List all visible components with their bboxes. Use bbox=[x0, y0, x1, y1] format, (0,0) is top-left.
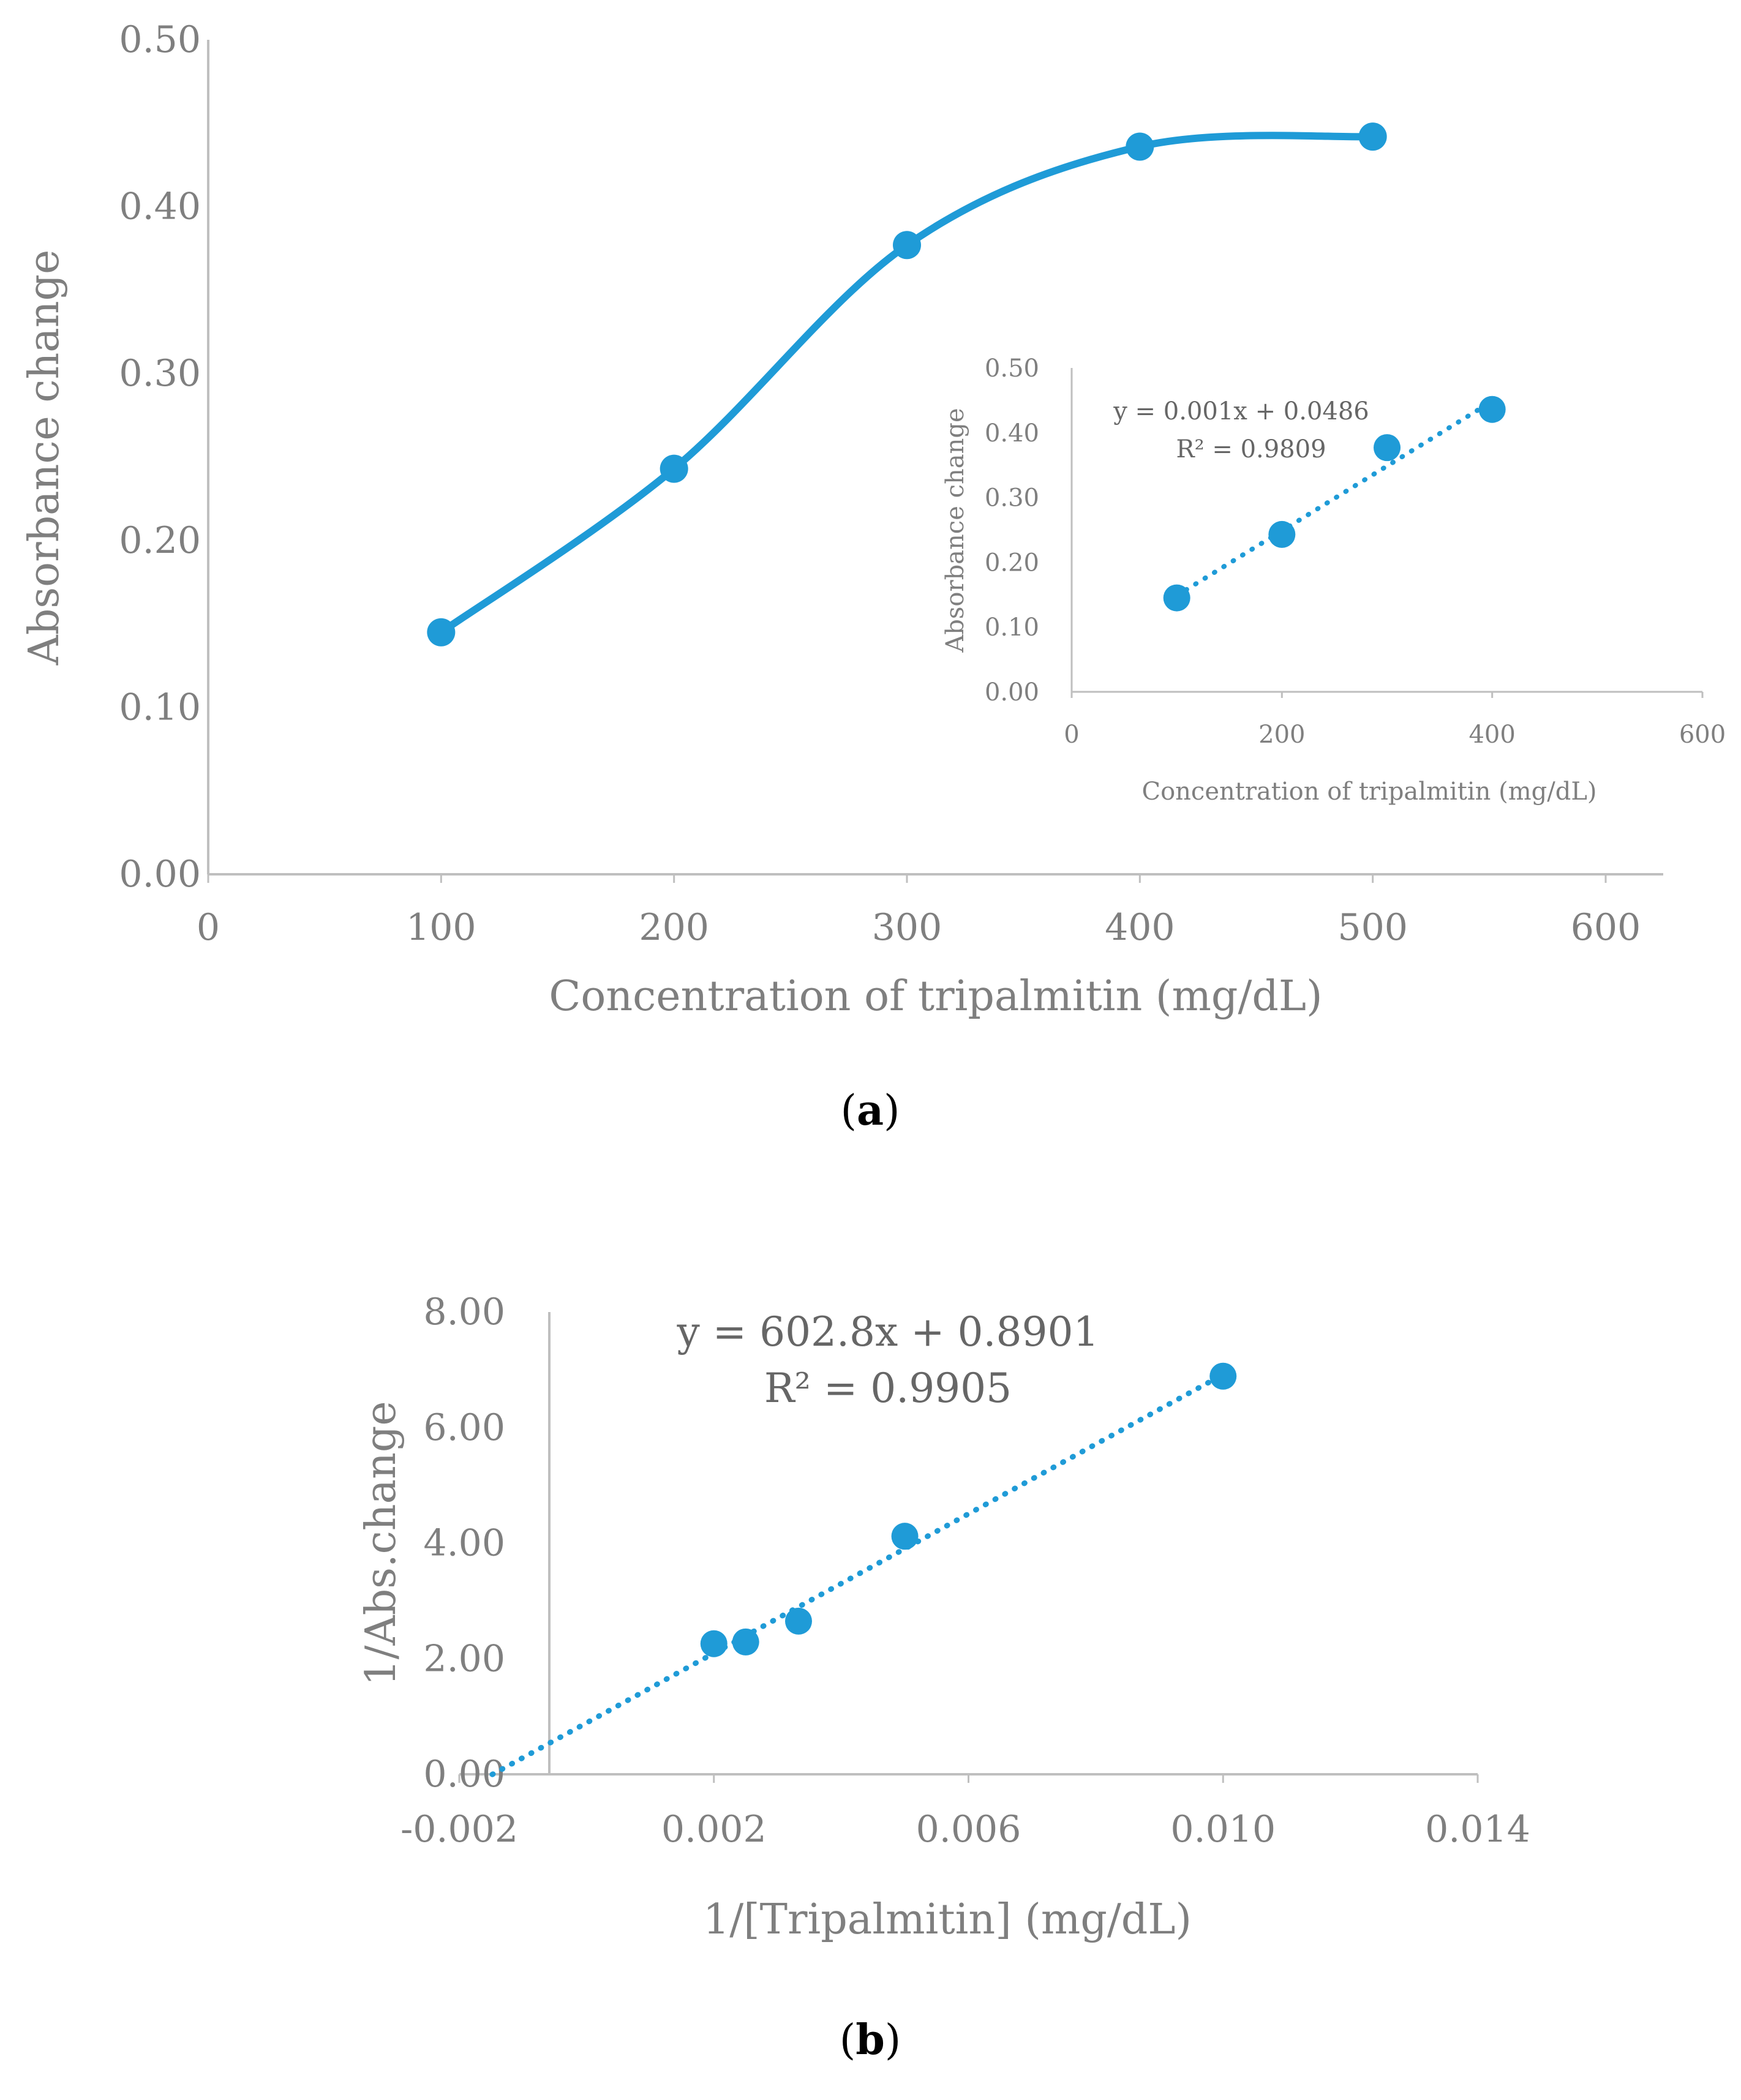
caption-a-close: ) bbox=[884, 1087, 900, 1135]
chart-a-data-point bbox=[1358, 122, 1387, 151]
chart-a-y-axis-title: Absorbance change bbox=[20, 250, 69, 666]
inset-y-axis-title: Absorbance change bbox=[941, 408, 969, 653]
chart-b-r-squared: R² = 0.9905 bbox=[764, 1365, 1012, 1412]
chart-a-y-tick-label: 0.20 bbox=[119, 519, 201, 562]
chart-a-y-tick-label: 0.00 bbox=[119, 853, 201, 896]
chart-b: 0.002.004.006.008.00 -0.002 0.002 0.006 0.0… bbox=[357, 1291, 1530, 1944]
chart-i-y-tick-label: 0.00 bbox=[985, 678, 1039, 707]
inset-y-ticks: 0.00 0.10 0.20 0.30 0.40 0.50 bbox=[985, 354, 1039, 707]
chart-i-x-tick-label: 600 bbox=[1679, 721, 1726, 749]
caption-b: (b) bbox=[840, 2016, 901, 2064]
chart-a-x-ticks: 0 100 200 300 400 500 600 bbox=[197, 874, 1641, 949]
chart-b-x-axis-title: 1/[Tripalmitin] (mg/dL) bbox=[703, 1896, 1192, 1944]
chart-b-trendline-equation: y = 602.8x + 0.8901 bbox=[677, 1308, 1099, 1356]
chart-i-x-tick-label: 200 bbox=[1258, 721, 1305, 749]
chart-a-inset: 0.00 0.10 0.20 0.30 0.40 0.50 0 200 400 600 y = … bbox=[941, 354, 1726, 806]
chart-i-x-tick-label: 400 bbox=[1468, 721, 1515, 749]
caption-a: (a) bbox=[840, 1086, 900, 1135]
chart-i-x-tick-label: 0 bbox=[1064, 721, 1079, 749]
chart-b-y-tick-label: 8.00 bbox=[423, 1291, 505, 1333]
chart-a-y-tick-label: 0.30 bbox=[119, 352, 201, 395]
chart-b-x-tick-label: 0.010 bbox=[1170, 1808, 1276, 1851]
chart-a-data-point bbox=[660, 454, 688, 483]
chart-i-y-tick-label: 0.30 bbox=[985, 484, 1039, 512]
chart-b-x-tick-label: 0.006 bbox=[916, 1808, 1021, 1851]
chart-a-y-tick-label: 0.10 bbox=[119, 686, 201, 729]
inset-trendline-equation: y = 0.001x + 0.0486 bbox=[1113, 397, 1369, 426]
chart-b-y-tick-label: 2.00 bbox=[423, 1637, 505, 1680]
chart-i-data-point bbox=[1374, 434, 1401, 462]
chart-a-x-tick-label: 300 bbox=[872, 906, 942, 949]
chart-a-x-axis-title: Concentration of tripalmitin (mg/dL) bbox=[549, 972, 1322, 1021]
caption-b-close: ) bbox=[885, 2016, 901, 2064]
chart-i-trendline bbox=[1174, 399, 1495, 598]
chart-b-y-ticks: 0.002.004.006.008.00 bbox=[423, 1291, 505, 1796]
chart-b-data-point bbox=[784, 1607, 812, 1635]
chart-b-x-tick-label: 0.002 bbox=[661, 1808, 767, 1851]
inset-r-squared: R² = 0.9809 bbox=[1176, 435, 1326, 463]
chart-a: 0.00 0.10 0.20 0.30 0.40 0.50 0 100 200 300 400 50… bbox=[20, 18, 1663, 1021]
chart-b-x-ticks: -0.002 0.002 0.006 0.010 0.014 bbox=[400, 1774, 1530, 1851]
chart-a-x-tick-label: 100 bbox=[406, 906, 476, 949]
chart-a-y-ticks: 0.00 0.10 0.20 0.30 0.40 0.50 bbox=[119, 18, 201, 896]
chart-b-y-axis-title: 1/Abs.change bbox=[357, 1401, 405, 1686]
chart-a-x-tick-label: 500 bbox=[1337, 906, 1408, 949]
chart-b-x-tick-label: 0.014 bbox=[1425, 1808, 1530, 1851]
chart-a-x-tick-label: 400 bbox=[1105, 906, 1175, 949]
chart-a-y-tick-label: 0.40 bbox=[119, 186, 201, 228]
inset-x-ticks: 0 200 400 600 bbox=[1064, 692, 1726, 749]
caption-b-letter: b bbox=[855, 2016, 885, 2064]
chart-i-data-point bbox=[1163, 584, 1190, 612]
chart-a-data-point bbox=[893, 231, 921, 260]
chart-i-data-point bbox=[1268, 520, 1296, 548]
chart-b-data-point bbox=[700, 1630, 728, 1657]
chart-a-x-tick-label: 200 bbox=[639, 906, 709, 949]
chart-i-y-tick-label: 0.40 bbox=[985, 419, 1039, 448]
chart-i-data-point bbox=[1478, 396, 1506, 423]
chart-b-series bbox=[489, 1362, 1237, 1777]
chart-b-y-tick-label: 4.00 bbox=[423, 1522, 505, 1565]
chart-a-series-line bbox=[437, 132, 1377, 636]
chart-i-y-tick-label: 0.20 bbox=[985, 549, 1039, 577]
chart-i-y-tick-label: 0.10 bbox=[985, 613, 1039, 642]
chart-i-y-tick-label: 0.50 bbox=[985, 354, 1039, 383]
chart-a-series bbox=[427, 122, 1387, 647]
chart-a-x-tick-label: 600 bbox=[1571, 906, 1641, 949]
chart-b-data-point bbox=[891, 1523, 919, 1550]
inset-x-axis-title: Concentration of tripalmitin (mg/dL) bbox=[1141, 778, 1596, 806]
caption-b-open: ( bbox=[840, 2016, 856, 2064]
chart-b-data-point bbox=[732, 1628, 759, 1656]
chart-b-data-point bbox=[1209, 1362, 1237, 1390]
chart-a-y-tick-label: 0.50 bbox=[119, 18, 201, 61]
caption-a-letter: a bbox=[857, 1086, 884, 1135]
caption-a-open: ( bbox=[840, 1087, 857, 1135]
chart-b-x-tick-label: -0.002 bbox=[400, 1808, 518, 1851]
inset-series bbox=[1163, 396, 1506, 612]
chart-a-x-tick-label: 0 bbox=[197, 906, 220, 949]
chart-b-trendline bbox=[489, 1371, 1226, 1777]
chart-a-data-point bbox=[427, 618, 456, 647]
chart-b-y-tick-label: 6.00 bbox=[423, 1406, 505, 1449]
chart-a-data-point bbox=[1126, 132, 1154, 161]
